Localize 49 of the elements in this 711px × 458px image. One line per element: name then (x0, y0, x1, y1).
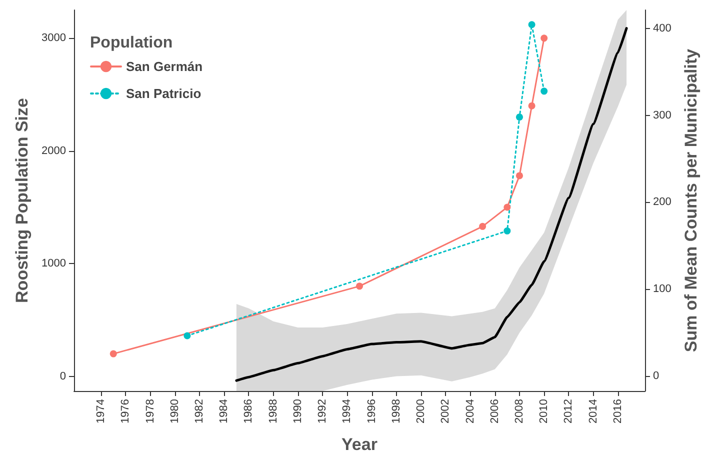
x-tick-label: 2006 (488, 399, 501, 424)
x-tick-label: 2014 (587, 399, 600, 424)
legend-label: San Patricio (126, 86, 202, 101)
x-tick-label: 1992 (316, 399, 329, 424)
x-tick-label: 1978 (144, 399, 156, 424)
point (528, 102, 536, 110)
x-tick-label: 2016 (612, 399, 624, 424)
x-tick-label: 1982 (194, 399, 206, 424)
point (540, 34, 548, 42)
x-tick-label: 1998 (390, 399, 402, 424)
x-tick-label: 2010 (538, 399, 550, 424)
point (504, 204, 511, 211)
point (540, 88, 548, 95)
y-tick-label: 2000 (42, 144, 66, 157)
x-tick-label: 1980 (168, 399, 181, 424)
y2-tick-label: 400 (653, 22, 672, 34)
x-tick-label: 2002 (440, 399, 452, 424)
legend-title: Population (90, 34, 173, 52)
x-tick-label: 1974 (95, 399, 108, 424)
x-tick-label: 2000 (415, 399, 428, 424)
y-axis-title: Roosting Population Size (12, 98, 32, 303)
y2-tick-label: 0 (653, 370, 660, 382)
point (356, 282, 363, 290)
x-tick-label: 1996 (366, 399, 378, 424)
point (479, 222, 486, 230)
point (516, 172, 523, 180)
x-tick-label: 1988 (267, 399, 280, 424)
x-tick-label: 1984 (218, 399, 230, 424)
y-tick-label: 0 (60, 370, 66, 382)
y2-axis-title: Sum of Mean Counts per Municipality (681, 48, 700, 352)
y2-tick-label: 200 (653, 196, 672, 208)
x-tick-label: 2004 (464, 399, 476, 424)
y2-tick-label: 100 (653, 283, 672, 296)
x-tick-label: 1990 (292, 399, 304, 424)
y2-tick-label: 300 (653, 109, 672, 122)
y-tick-label: 1000 (42, 258, 66, 270)
x-axis-title: Year (342, 435, 378, 454)
point (184, 332, 191, 340)
legend-label: San Germán (126, 59, 203, 74)
x-tick-label: 2008 (513, 399, 526, 424)
point (516, 114, 523, 121)
x-tick-label: 1986 (242, 399, 255, 424)
point (504, 227, 511, 234)
y-tick-label: 3000 (42, 32, 66, 44)
x-tick-label: 1994 (341, 399, 354, 424)
x-tick-label: 2012 (562, 399, 575, 424)
x-tick-label: 1976 (120, 399, 132, 424)
point (528, 21, 536, 28)
point (110, 350, 117, 358)
